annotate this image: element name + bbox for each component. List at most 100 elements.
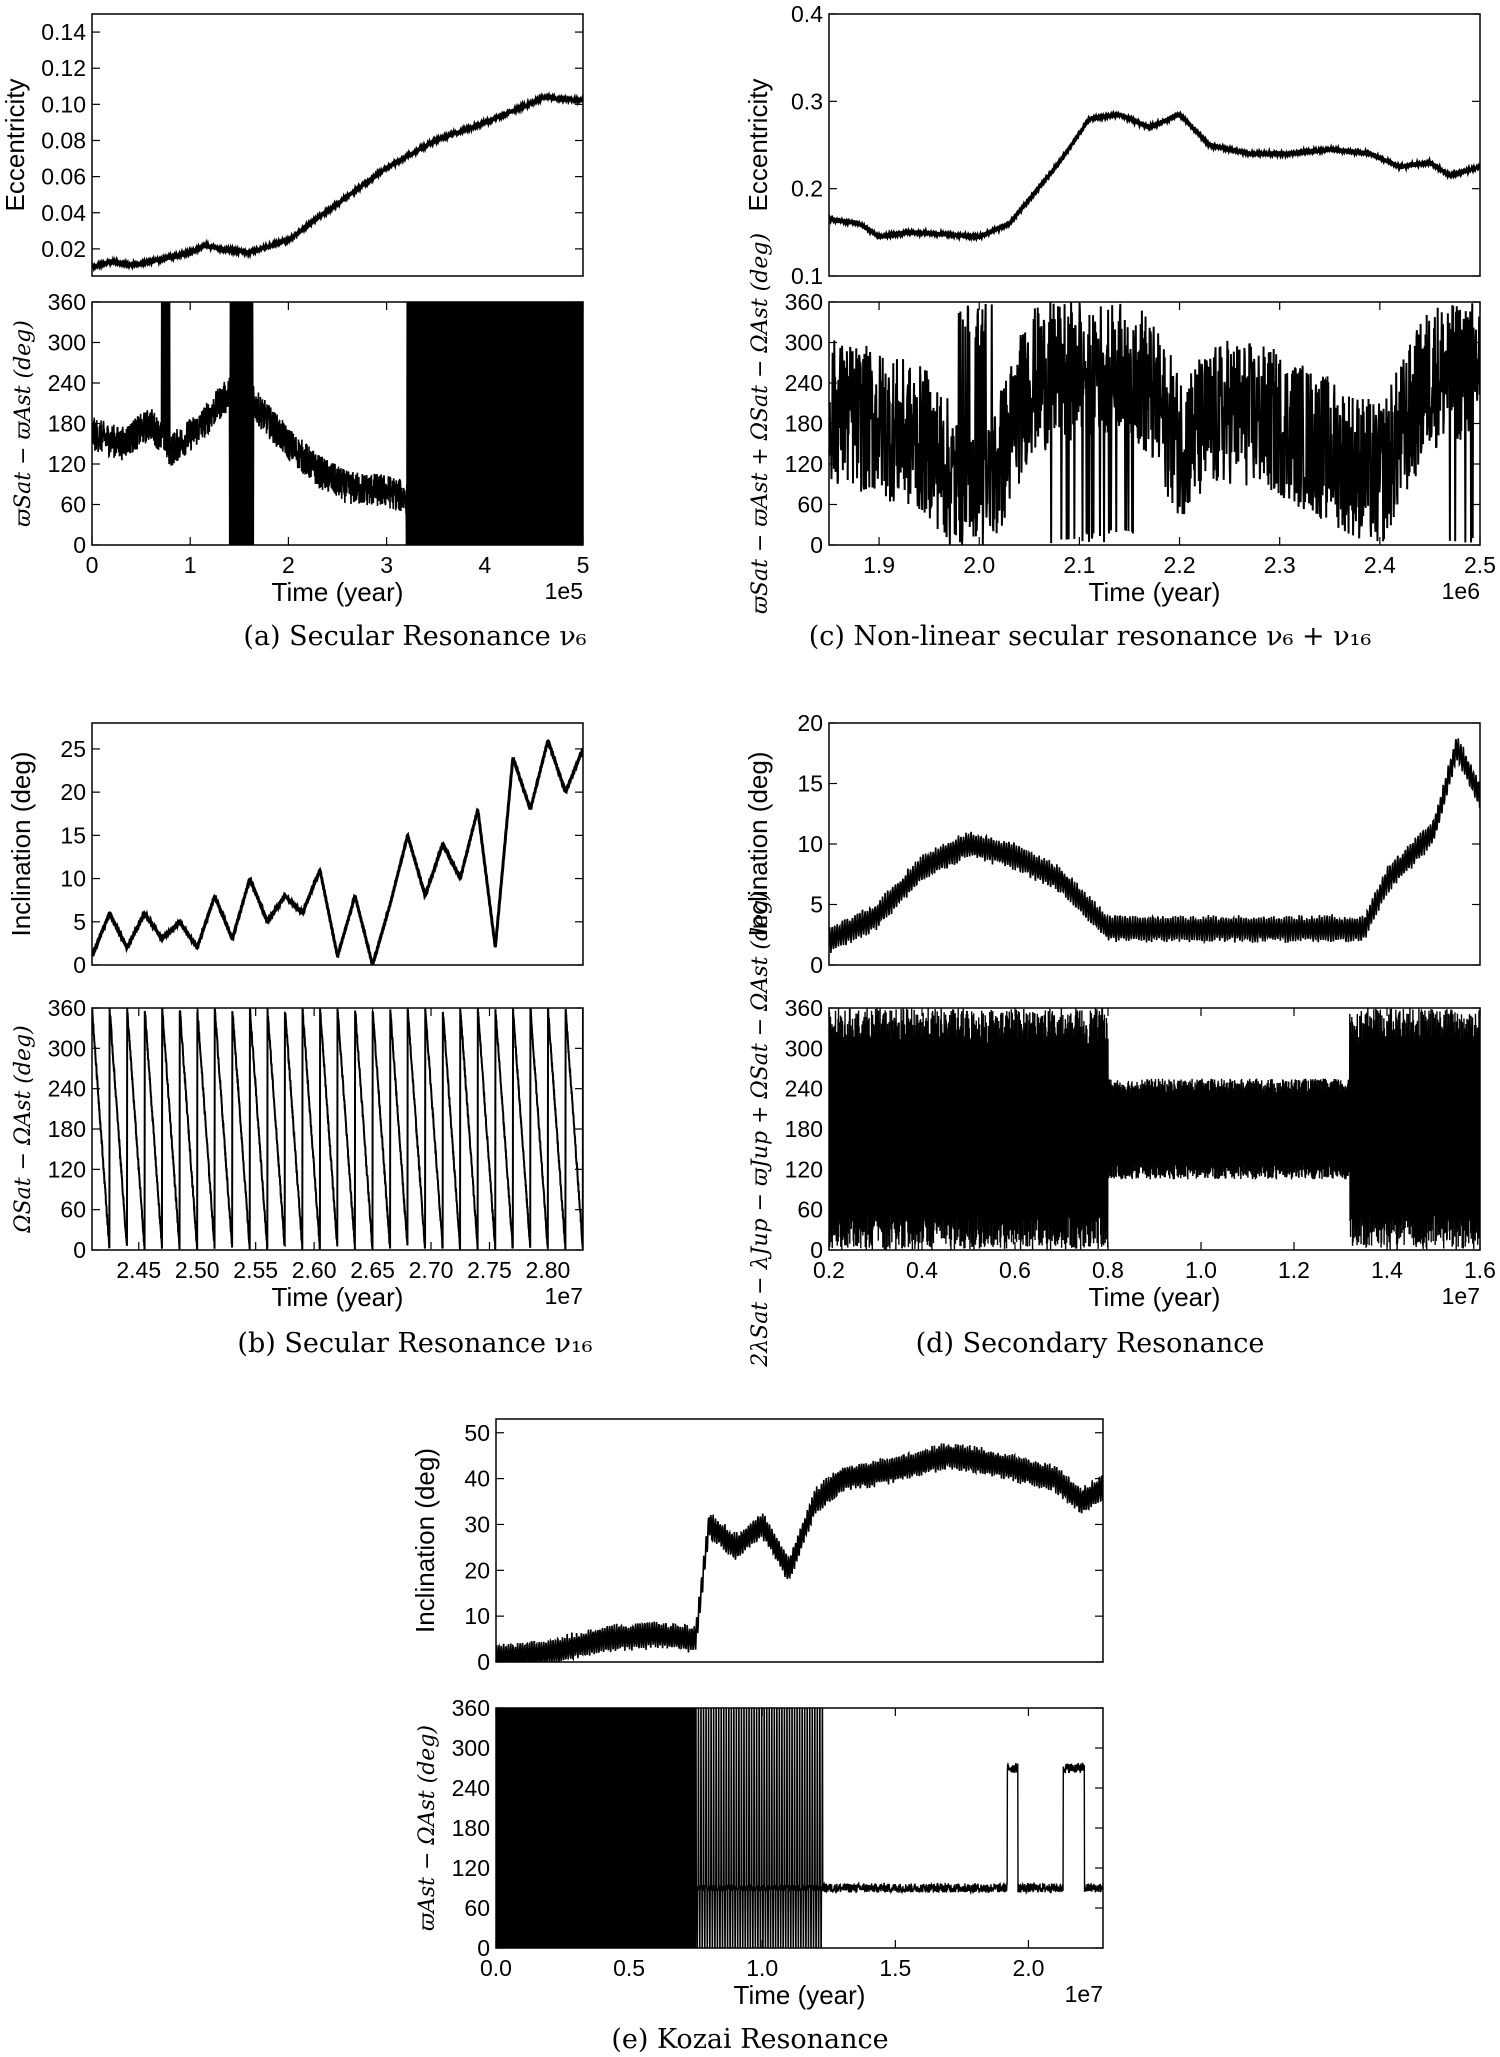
x-tick-label: 0.4 bbox=[906, 1257, 938, 1283]
y-axis-label: ϖSat − ϖAst (deg) bbox=[11, 320, 36, 527]
x-tick-label: 0.8 bbox=[1092, 1257, 1124, 1283]
y-tick-label: 60 bbox=[60, 1197, 86, 1223]
y-axis-label: Inclination (deg) bbox=[6, 752, 36, 937]
y-tick-label: 50 bbox=[464, 1420, 490, 1446]
y-tick-label: 360 bbox=[452, 1695, 490, 1721]
y-tick-label: 0.08 bbox=[41, 127, 86, 153]
x-axis-label: Time (year) bbox=[734, 1980, 866, 2010]
y-tick-label: 300 bbox=[785, 330, 823, 356]
series-line bbox=[92, 302, 583, 545]
x-tick-label: 4 bbox=[478, 552, 491, 578]
y-tick-label: 180 bbox=[48, 411, 86, 437]
x-tick-label: 2.0 bbox=[1012, 1955, 1044, 1981]
y-tick-label: 0 bbox=[73, 1237, 86, 1263]
y-tick-label: 20 bbox=[797, 710, 823, 736]
y-axis-label: Eccentricity bbox=[743, 79, 773, 212]
x-tick-label: 3 bbox=[380, 552, 393, 578]
plot-frame bbox=[495, 1418, 1104, 1663]
y-axis-label: ΩSat − ΩAst (deg) bbox=[11, 1025, 36, 1233]
chart-d_bot: 0 60 120 180 240 300 360 0.2 0.4 0.6 0.8 1.0 1.2 1.4 1… bbox=[748, 891, 1496, 1368]
x-tick-label: 0 bbox=[86, 552, 99, 578]
x-axis-label: Time (year) bbox=[272, 577, 404, 607]
x-tick-label: 0.0 bbox=[480, 1955, 512, 1981]
y-tick-label: 0 bbox=[73, 532, 86, 558]
y-tick-label: 360 bbox=[48, 995, 86, 1021]
y-tick-label: 0.12 bbox=[41, 55, 86, 81]
x-tick-label: 2.4 bbox=[1364, 552, 1396, 578]
y-tick-label: 15 bbox=[797, 771, 823, 797]
y-tick-label: 360 bbox=[785, 289, 823, 315]
y-tick-label: 300 bbox=[48, 1035, 86, 1061]
y-axis-label: 2λSat − λJup − ϖJup + ΩSat − ΩAst (deg) bbox=[748, 891, 773, 1368]
y-tick-label: 240 bbox=[48, 1076, 86, 1102]
x-tick-label: 2.1 bbox=[1063, 552, 1095, 578]
y-tick-label: 10 bbox=[464, 1603, 490, 1629]
y-tick-label: 20 bbox=[464, 1557, 490, 1583]
y-tick-label: 60 bbox=[464, 1895, 490, 1921]
y-tick-label: 0.14 bbox=[41, 19, 86, 45]
x-axis-label: Time (year) bbox=[272, 1282, 404, 1312]
y-tick-label: 240 bbox=[785, 370, 823, 396]
series-line bbox=[829, 109, 1480, 243]
series-line bbox=[92, 1008, 583, 1250]
y-tick-label: 0.2 bbox=[791, 176, 823, 202]
y-tick-label: 180 bbox=[48, 1116, 86, 1142]
series-line bbox=[829, 1008, 1480, 1250]
x-axis-label: Time (year) bbox=[1089, 577, 1221, 607]
caption-c: (c) Non-linear secular resonance ν₆ + ν₁… bbox=[809, 621, 1372, 652]
x-multiplier: 1e5 bbox=[545, 578, 583, 604]
x-tick-label: 2.50 bbox=[175, 1257, 220, 1283]
x-multiplier: 1e7 bbox=[1442, 1283, 1480, 1309]
y-tick-label: 0 bbox=[810, 952, 823, 978]
x-tick-label: 2.5 bbox=[1464, 552, 1496, 578]
x-tick-label: 1 bbox=[184, 552, 197, 578]
x-tick-label: 2.0 bbox=[963, 552, 995, 578]
series-line bbox=[829, 302, 1480, 545]
y-tick-label: 0.04 bbox=[41, 200, 86, 226]
y-tick-label: 0.06 bbox=[41, 164, 86, 190]
x-tick-label: 1.2 bbox=[1278, 1257, 1310, 1283]
series-line bbox=[92, 739, 583, 965]
caption-d: (d) Secondary Resonance bbox=[916, 1328, 1265, 1359]
y-tick-label: 0.4 bbox=[791, 1, 823, 27]
y-tick-label: 0.10 bbox=[41, 91, 86, 117]
y-axis-label: Eccentricity bbox=[0, 79, 30, 212]
y-tick-label: 10 bbox=[797, 831, 823, 857]
y-tick-label: 120 bbox=[48, 1156, 86, 1182]
y-tick-label: 240 bbox=[785, 1076, 823, 1102]
x-tick-label: 0.2 bbox=[813, 1257, 845, 1283]
y-tick-label: 60 bbox=[797, 1197, 823, 1223]
series-line bbox=[496, 1443, 1103, 1662]
y-axis-label: Inclination (deg) bbox=[410, 1448, 440, 1633]
x-multiplier: 1e6 bbox=[1442, 578, 1480, 604]
y-tick-label: 120 bbox=[785, 451, 823, 477]
x-tick-label: 2.55 bbox=[233, 1257, 278, 1283]
y-tick-label: 20 bbox=[60, 779, 86, 805]
y-axis-label: ϖSat − ϖAst + ΩSat − ΩAst (deg) bbox=[748, 233, 773, 614]
series-line bbox=[496, 1708, 1103, 1948]
caption-a: (a) Secular Resonance ν₆ bbox=[243, 621, 586, 652]
y-tick-label: 5 bbox=[810, 892, 823, 918]
y-tick-label: 300 bbox=[452, 1735, 490, 1761]
x-tick-label: 0.5 bbox=[613, 1955, 645, 1981]
plot-frame bbox=[91, 722, 584, 966]
y-tick-label: 60 bbox=[797, 492, 823, 518]
y-tick-label: 240 bbox=[452, 1775, 490, 1801]
x-tick-label: 1.0 bbox=[746, 1955, 778, 1981]
series-line bbox=[829, 738, 1480, 953]
x-tick-label: 1.5 bbox=[879, 1955, 911, 1981]
chart-c_top: 0.1 0.2 0.3 0.4 Eccentricity bbox=[743, 1, 1481, 289]
x-tick-label: 5 bbox=[577, 552, 590, 578]
y-axis-label: Inclination (deg) bbox=[743, 752, 773, 937]
x-tick-label: 1.0 bbox=[1185, 1257, 1217, 1283]
chart-e_top: 0 10 20 30 40 50 Inclination (deg) bbox=[410, 1418, 1104, 1675]
y-tick-label: 5 bbox=[73, 909, 86, 935]
plot-frame bbox=[828, 13, 1481, 277]
x-tick-label: 2.45 bbox=[116, 1257, 161, 1283]
y-axis-label: ϖAst − ΩAst (deg) bbox=[415, 1725, 440, 1931]
x-tick-label: 2.2 bbox=[1164, 552, 1196, 578]
y-tick-label: 15 bbox=[60, 822, 86, 848]
x-tick-label: 2.80 bbox=[526, 1257, 571, 1283]
y-tick-label: 0 bbox=[810, 532, 823, 558]
chart-e_bot: 0 60 120 180 240 300 360 0.0 0.5 1.0 1.5 2.0 1e7 Time… bbox=[415, 1695, 1104, 2010]
